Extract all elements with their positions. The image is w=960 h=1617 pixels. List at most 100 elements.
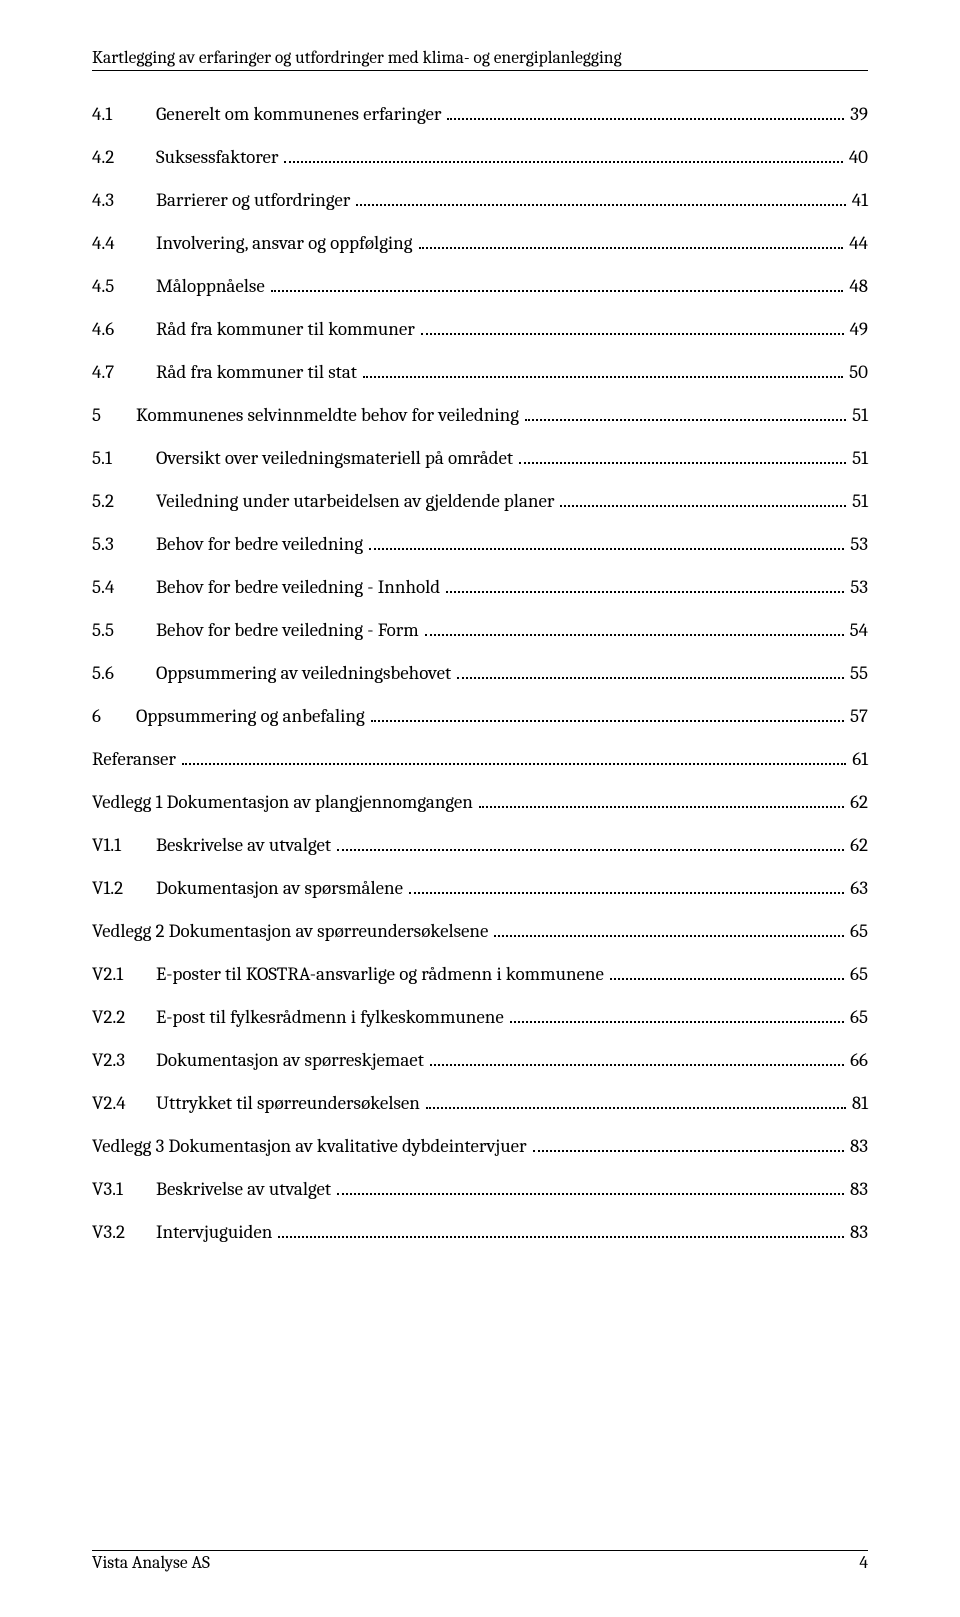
toc-leader xyxy=(337,1192,844,1195)
toc-number: 5.3 xyxy=(92,535,156,554)
toc-label: Vedlegg 2 Dokumentasjon av spørreundersø… xyxy=(92,922,492,941)
toc-number: 4.5 xyxy=(92,277,156,296)
toc-page-number: 48 xyxy=(845,277,868,296)
toc-row: 4.2Suksessfaktorer40 xyxy=(92,148,868,167)
toc-leader xyxy=(371,719,844,722)
toc-row: V2.3Dokumentasjon av spørreskjemaet66 xyxy=(92,1051,868,1070)
toc-row: 5.1Oversikt over veiledningsmateriell på… xyxy=(92,449,868,468)
toc-label: Involvering, ansvar og oppfølging xyxy=(156,234,417,253)
toc-leader xyxy=(430,1063,844,1066)
toc-page-number: 57 xyxy=(846,707,868,726)
toc-number: 5.5 xyxy=(92,621,156,640)
toc-number: 4.4 xyxy=(92,234,156,253)
toc-row: 5Kommunenes selvinnmeldte behov for veil… xyxy=(92,406,868,425)
toc-row: 5.4Behov for bedre veiledning - Innhold5… xyxy=(92,578,868,597)
toc-page-number: 83 xyxy=(846,1223,868,1242)
toc-label: Barrierer og utfordringer xyxy=(156,191,354,210)
toc-row: 4.6Råd fra kommuner til kommuner49 xyxy=(92,320,868,339)
toc-number: 6 xyxy=(92,707,136,726)
toc-number: V2.2 xyxy=(92,1008,156,1027)
toc-page-number: 51 xyxy=(848,406,868,425)
toc-page-number: 54 xyxy=(846,621,868,640)
toc-label: Dokumentasjon av spørsmålene xyxy=(156,879,407,898)
toc-page-number: 65 xyxy=(846,965,868,984)
toc-label: Oversikt over veiledningsmateriell på om… xyxy=(156,449,517,468)
footer-left: Vista Analyse AS xyxy=(92,1553,210,1573)
toc-row: 4.7Råd fra kommuner til stat50 xyxy=(92,363,868,382)
toc-page-number: 62 xyxy=(846,836,868,855)
toc-page-number: 49 xyxy=(846,320,868,339)
toc-page-number: 55 xyxy=(846,664,868,683)
toc-leader xyxy=(278,1235,844,1238)
toc-label: Behov for bedre veiledning - Innhold xyxy=(156,578,444,597)
toc-label: Intervjuguiden xyxy=(156,1223,276,1242)
toc-number: 5 xyxy=(92,406,136,425)
toc-page-number: 66 xyxy=(846,1051,868,1070)
toc-page-number: 83 xyxy=(846,1137,868,1156)
toc-page-number: 44 xyxy=(845,234,868,253)
toc-number: 5.1 xyxy=(92,449,156,468)
toc-row: 4.3Barrierer og utfordringer41 xyxy=(92,191,868,210)
toc-label: Kommunenes selvinnmeldte behov for veile… xyxy=(136,406,523,425)
toc-row: V1.2Dokumentasjon av spørsmålene63 xyxy=(92,879,868,898)
toc-label: Referanser xyxy=(92,750,180,769)
toc-number: 5.2 xyxy=(92,492,156,511)
toc-number: 4.6 xyxy=(92,320,156,339)
toc-row: 4.1Generelt om kommunenes erfaringer 39 xyxy=(92,105,868,124)
toc-row: V2.1E-poster til KOSTRA-ansvarlige og rå… xyxy=(92,965,868,984)
toc-row: V2.2E-post til fylkesrådmenn i fylkeskom… xyxy=(92,1008,868,1027)
toc-page-number: 53 xyxy=(846,535,868,554)
toc-number: 4.3 xyxy=(92,191,156,210)
toc-leader xyxy=(271,289,844,292)
toc-row: V3.1Beskrivelse av utvalget83 xyxy=(92,1180,868,1199)
toc-leader xyxy=(356,203,845,206)
toc-leader xyxy=(363,375,843,378)
toc-page-number: 51 xyxy=(848,449,868,468)
toc-row: Vedlegg 2 Dokumentasjon av spørreundersø… xyxy=(92,922,868,941)
toc-label: E-poster til KOSTRA-ansvarlige og rådmen… xyxy=(156,965,608,984)
toc-leader xyxy=(419,246,844,249)
toc-page-number: 53 xyxy=(846,578,868,597)
toc-row: 6Oppsummering og anbefaling 57 xyxy=(92,707,868,726)
document-header: Kartlegging av erfaringer og utfordringe… xyxy=(92,48,868,71)
toc-number: V1.2 xyxy=(92,879,156,898)
toc-number: 4.2 xyxy=(92,148,156,167)
toc-leader xyxy=(446,590,844,593)
toc-row: 5.2Veiledning under utarbeidelsen av gje… xyxy=(92,492,868,511)
toc-label: Behov for bedre veiledning - Form xyxy=(156,621,423,640)
toc-leader xyxy=(284,160,842,163)
toc-number: 5.6 xyxy=(92,664,156,683)
toc-row: Vedlegg 1 Dokumentasjon av plangjennomga… xyxy=(92,793,868,812)
toc-leader xyxy=(533,1149,845,1152)
toc-label: Beskrivelse av utvalget xyxy=(156,836,335,855)
toc-label: E-post til fylkesrådmenn i fylkeskommune… xyxy=(156,1008,508,1027)
toc-row: 4.4Involvering, ansvar og oppfølging 44 xyxy=(92,234,868,253)
toc-leader xyxy=(457,676,844,679)
toc-number: V1.1 xyxy=(92,836,156,855)
toc-label: Veiledning under utarbeidelsen av gjelde… xyxy=(156,492,558,511)
toc-number: V2.4 xyxy=(92,1094,156,1113)
toc-row: V1.1Beskrivelse av utvalget 62 xyxy=(92,836,868,855)
toc-label: Beskrivelse av utvalget xyxy=(156,1180,335,1199)
toc-label: Uttrykket til spørreundersøkelsen xyxy=(156,1094,424,1113)
document-page: Kartlegging av erfaringer og utfordringe… xyxy=(0,0,960,1617)
toc-label: Generelt om kommunenes erfaringer xyxy=(156,105,445,124)
toc-number: 4.1 xyxy=(92,105,156,124)
toc-label: Suksessfaktorer xyxy=(156,148,282,167)
toc-label: Oppsummering og anbefaling xyxy=(136,707,369,726)
toc-leader xyxy=(421,332,844,335)
toc-label: Måloppnåelse xyxy=(156,277,269,296)
toc-page-number: 39 xyxy=(846,105,868,124)
toc-number: 4.7 xyxy=(92,363,156,382)
toc-row: Referanser61 xyxy=(92,750,868,769)
toc-leader xyxy=(510,1020,844,1023)
toc-row: 4.5Måloppnåelse 48 xyxy=(92,277,868,296)
toc-page-number: 62 xyxy=(846,793,868,812)
toc-label: Dokumentasjon av spørreskjemaet xyxy=(156,1051,428,1070)
toc-number: V3.2 xyxy=(92,1223,156,1242)
toc-label: Behov for bedre veiledning xyxy=(156,535,367,554)
toc-label: Oppsummering av veiledningsbehovet xyxy=(156,664,455,683)
toc-page-number: 83 xyxy=(846,1180,868,1199)
toc-row: 5.6Oppsummering av veiledningsbehovet 55 xyxy=(92,664,868,683)
toc-row: V3.2Intervjuguiden 83 xyxy=(92,1223,868,1242)
